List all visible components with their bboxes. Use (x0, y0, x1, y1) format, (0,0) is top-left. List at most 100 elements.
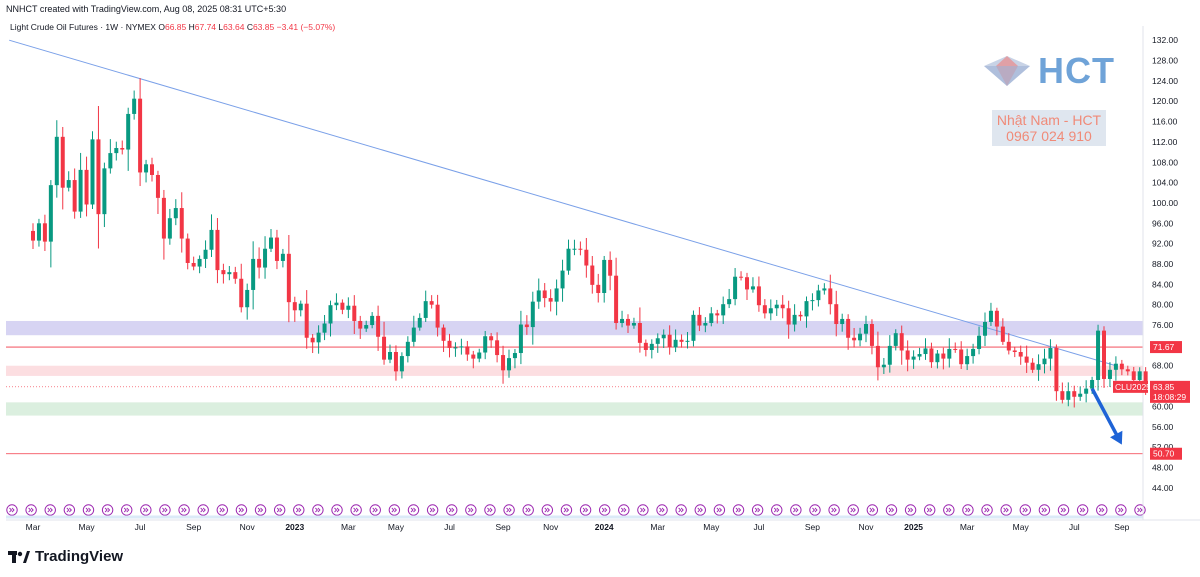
x-tick-label: Mar (341, 522, 356, 532)
candle-body (1113, 363, 1118, 370)
projection-arrow-shaft (1090, 387, 1120, 438)
candle-body (96, 139, 101, 215)
low-value: 63.64 (223, 22, 245, 32)
candle-body (911, 356, 916, 360)
event-chevron-icon (468, 507, 474, 513)
candle-body (1125, 369, 1130, 372)
candle-body (1018, 352, 1023, 357)
y-tick-label: 52.00 (1152, 442, 1174, 452)
candle-body (441, 327, 446, 341)
event-chevron-icon (162, 507, 168, 513)
event-chevron-icon (47, 507, 53, 513)
candlestick-series (31, 78, 1148, 408)
event-chevron-icon (1041, 507, 1048, 513)
candle-body (286, 253, 291, 303)
event-chevron-icon (850, 507, 856, 513)
candle-body (923, 348, 928, 355)
candle-body (560, 270, 565, 289)
candle-body (733, 276, 738, 300)
y-tick-label: 88.00 (1152, 259, 1174, 269)
candle-body (1048, 347, 1053, 359)
candle-body (280, 253, 285, 261)
candle-body (584, 249, 589, 266)
event-chevron-icon (353, 507, 359, 513)
candle-body (72, 180, 77, 212)
candle-body (530, 301, 535, 328)
candle-body (263, 248, 268, 268)
x-tick-label: May (388, 522, 405, 532)
candle-body (1107, 369, 1112, 379)
candle-body (685, 340, 690, 342)
candle-body (1006, 341, 1011, 351)
candle-body (715, 313, 720, 316)
candle-body (322, 323, 327, 333)
candle-body (417, 317, 422, 328)
x-tick-label: Mar (960, 522, 975, 532)
hct-brand-text: HCT (1038, 50, 1115, 91)
candle-body (941, 353, 946, 359)
candle-body (501, 355, 506, 371)
x-tick-label: Nov (858, 522, 874, 532)
candle-body (602, 259, 607, 293)
candle-body (774, 304, 779, 309)
x-tick-label: Jul (444, 522, 455, 532)
candle-body (185, 238, 190, 263)
candle-body (917, 354, 922, 357)
highlight-zone (6, 365, 1143, 376)
low-label: L (218, 22, 224, 32)
candle-body (84, 169, 89, 205)
event-chevron-icon (812, 507, 818, 513)
candle-body (881, 364, 886, 368)
candle-body (1042, 358, 1047, 365)
x-tick-label: Sep (495, 522, 510, 532)
event-chevron-icon (200, 507, 206, 513)
contract-tag (1113, 380, 1148, 393)
candle-body (1119, 363, 1124, 370)
candle-body (649, 343, 654, 350)
x-tick-label: 2025 (904, 522, 923, 532)
candle-body (489, 336, 494, 341)
event-chevron-icon (716, 507, 723, 513)
candle-body (1137, 371, 1142, 380)
tradingview-logo[interactable]: TradingView (8, 548, 123, 565)
candle-body (358, 320, 363, 329)
y-tick-label: 100.00 (1152, 198, 1178, 208)
candle-body (631, 323, 636, 326)
candle-body (727, 299, 732, 305)
high-label: H (188, 22, 195, 32)
x-tick-label: Jul (753, 522, 764, 532)
event-chevron-icon (1022, 507, 1028, 513)
event-chevron-icon (984, 507, 990, 513)
candle-body (947, 348, 952, 359)
candle-body (66, 180, 71, 188)
event-chevron-icon (28, 507, 34, 513)
candle-body (411, 327, 416, 342)
event-chevron-icon (391, 507, 398, 513)
hct-watermark-logo: HCT (982, 50, 1115, 92)
event-chevron-icon (773, 507, 780, 513)
candle-body (578, 248, 583, 250)
candle-body (257, 258, 262, 268)
candle-body (846, 318, 851, 338)
x-tick-label: Jul (1069, 522, 1080, 532)
candle-body (596, 284, 601, 293)
highlight-zone (6, 320, 1143, 336)
event-chevron-icon (525, 507, 531, 513)
event-chevron-icon (372, 507, 378, 513)
event-chevron-icon (620, 507, 627, 513)
candle-body (483, 336, 488, 353)
x-tick-label: 2024 (595, 522, 614, 532)
candle-body (620, 318, 625, 324)
candle-body (667, 334, 672, 348)
candle-body (507, 358, 511, 371)
candle-body (370, 315, 375, 326)
candle-body (388, 352, 392, 360)
event-chevron-icon (1079, 507, 1086, 513)
candle-body (346, 305, 351, 310)
y-tick-label: 48.00 (1152, 462, 1174, 472)
event-chevron-icon (926, 507, 933, 513)
y-tick-label: 104.00 (1152, 178, 1178, 188)
tradingview-logo-icon (8, 550, 30, 563)
open-value: 66.85 (164, 22, 187, 32)
